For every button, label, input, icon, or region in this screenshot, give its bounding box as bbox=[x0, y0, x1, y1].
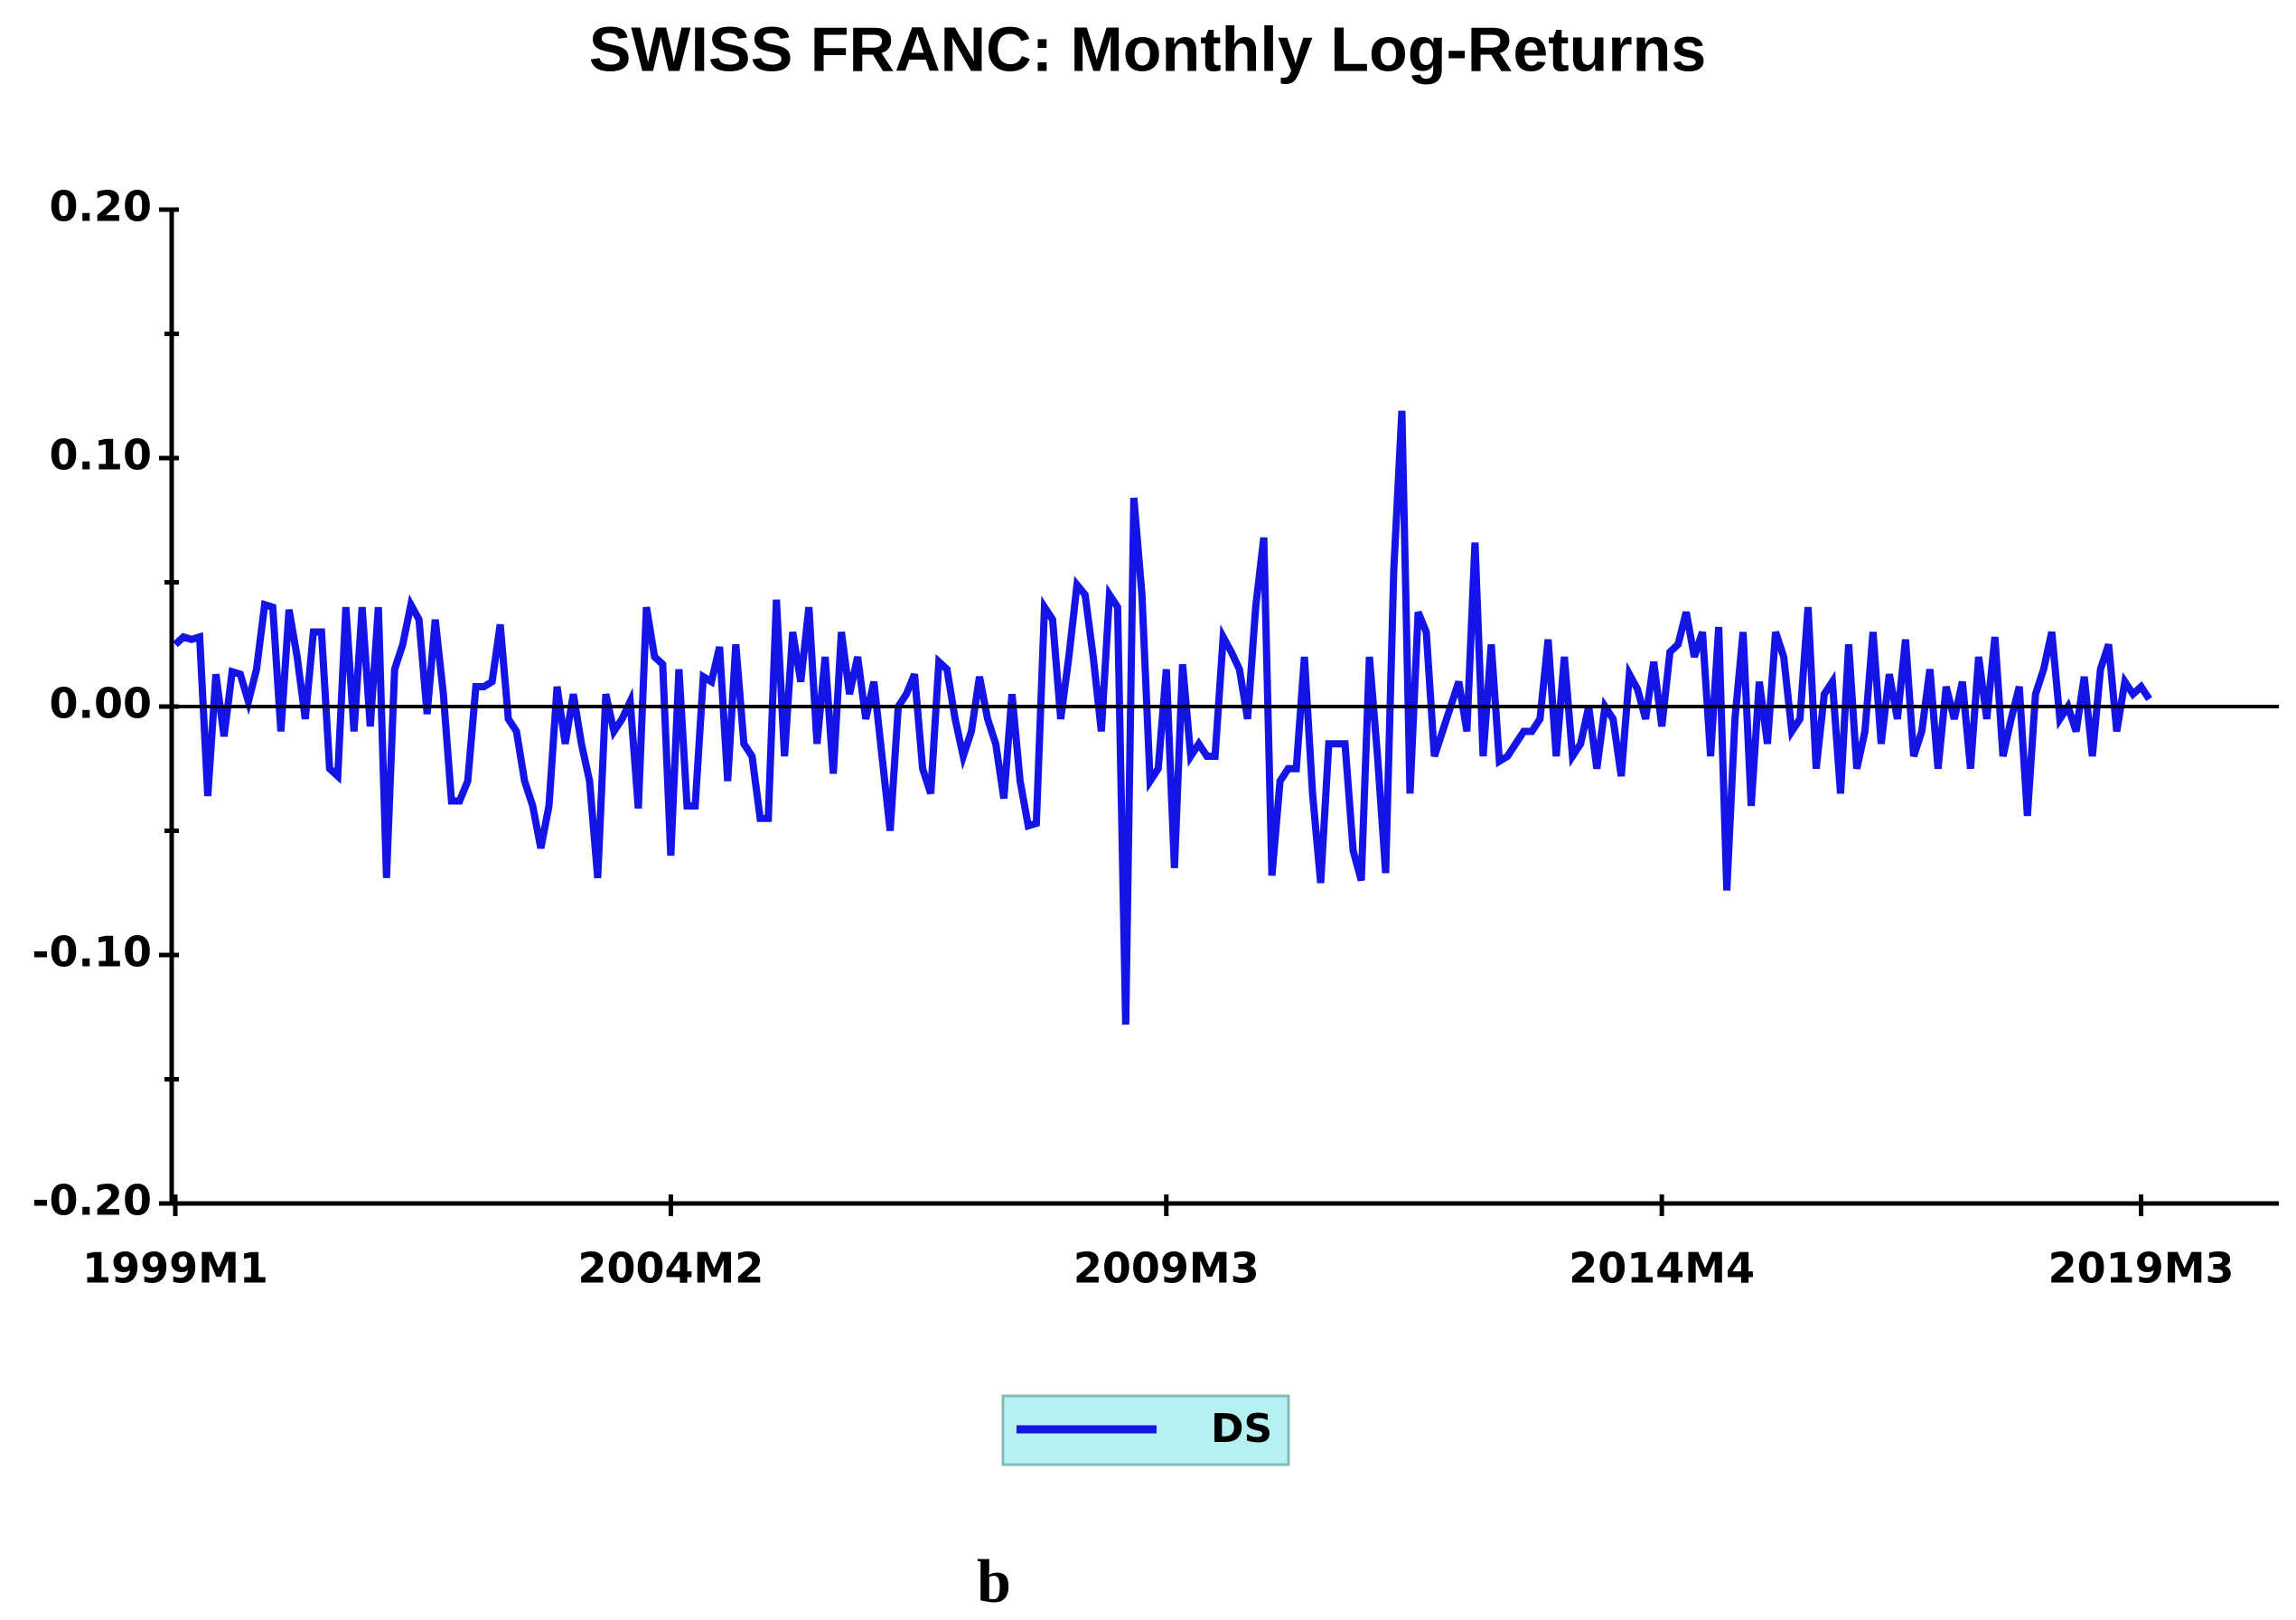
chart-title: SWISS FRANC: Monthly Log-Returns bbox=[589, 14, 1707, 84]
x-tick-label: 2004M2 bbox=[577, 1244, 764, 1293]
y-tick-label: -0.20 bbox=[32, 1176, 152, 1225]
x-tick-label: 2009M3 bbox=[1073, 1244, 1260, 1293]
legend-label: DS bbox=[1211, 1406, 1272, 1452]
x-tick-label: 1999M1 bbox=[82, 1244, 268, 1293]
x-tick-label: 2014M4 bbox=[1569, 1244, 1755, 1293]
y-tick-label: -0.10 bbox=[32, 928, 152, 977]
y-tick-label: 0.00 bbox=[50, 679, 153, 728]
caption: b bbox=[977, 1547, 1011, 1615]
y-tick-label: 0.10 bbox=[50, 431, 153, 480]
y-tick-label: 0.20 bbox=[50, 183, 153, 231]
data-line bbox=[173, 410, 2152, 1025]
x-tick-label: 2019M3 bbox=[2048, 1244, 2235, 1293]
